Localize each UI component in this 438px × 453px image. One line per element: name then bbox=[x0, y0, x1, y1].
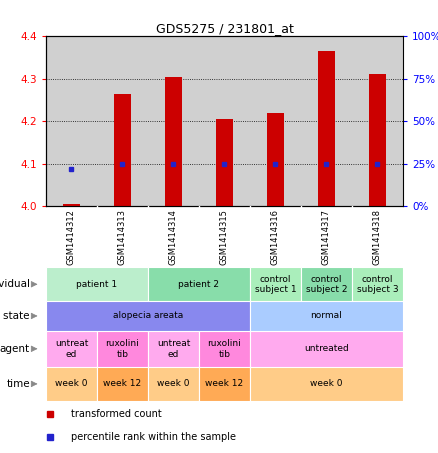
Text: patient 2: patient 2 bbox=[178, 280, 219, 289]
Text: GSM1414313: GSM1414313 bbox=[118, 209, 127, 265]
Bar bbox=[148, 331, 199, 367]
Text: ruxolini
tib: ruxolini tib bbox=[106, 339, 139, 358]
Text: individual: individual bbox=[0, 279, 30, 289]
Text: week 12: week 12 bbox=[103, 380, 141, 388]
Text: GSM1414318: GSM1414318 bbox=[373, 209, 382, 265]
Bar bbox=[267, 113, 284, 206]
Bar bbox=[63, 204, 81, 206]
Text: GSM1414317: GSM1414317 bbox=[322, 209, 331, 265]
Text: untreat
ed: untreat ed bbox=[157, 339, 190, 358]
Bar bbox=[352, 267, 403, 301]
Text: percentile rank within the sample: percentile rank within the sample bbox=[71, 432, 236, 442]
Bar bbox=[250, 301, 403, 331]
Text: transformed count: transformed count bbox=[71, 410, 162, 419]
Text: GSM1414316: GSM1414316 bbox=[271, 209, 280, 265]
Bar bbox=[113, 94, 131, 206]
Text: untreated: untreated bbox=[304, 344, 349, 353]
Bar bbox=[97, 367, 148, 401]
Bar bbox=[368, 74, 386, 206]
Bar bbox=[250, 267, 301, 301]
Bar bbox=[148, 367, 199, 401]
Text: GSM1414314: GSM1414314 bbox=[169, 209, 178, 265]
Bar bbox=[46, 367, 97, 401]
Text: GSM1414315: GSM1414315 bbox=[220, 209, 229, 265]
Bar bbox=[301, 267, 352, 301]
Text: normal: normal bbox=[311, 312, 343, 320]
Text: agent: agent bbox=[0, 344, 30, 354]
Text: time: time bbox=[6, 379, 30, 389]
Bar bbox=[97, 331, 148, 367]
Text: control
subject 2: control subject 2 bbox=[306, 275, 347, 294]
Bar bbox=[148, 267, 250, 301]
Title: GDS5275 / 231801_at: GDS5275 / 231801_at bbox=[155, 22, 293, 35]
Text: control
subject 3: control subject 3 bbox=[357, 275, 398, 294]
Text: ruxolini
tib: ruxolini tib bbox=[208, 339, 241, 358]
Text: patient 1: patient 1 bbox=[76, 280, 117, 289]
Text: week 0: week 0 bbox=[157, 380, 190, 388]
Bar bbox=[250, 367, 403, 401]
Bar bbox=[250, 331, 403, 367]
Text: week 0: week 0 bbox=[55, 380, 88, 388]
Bar bbox=[199, 331, 250, 367]
Bar bbox=[215, 119, 233, 206]
Text: week 0: week 0 bbox=[310, 380, 343, 388]
Bar bbox=[199, 367, 250, 401]
Text: alopecia areata: alopecia areata bbox=[113, 312, 183, 320]
Text: GSM1414312: GSM1414312 bbox=[67, 209, 76, 265]
Bar bbox=[46, 301, 250, 331]
Text: disease state: disease state bbox=[0, 311, 30, 321]
Text: control
subject 1: control subject 1 bbox=[254, 275, 296, 294]
Text: untreat
ed: untreat ed bbox=[55, 339, 88, 358]
Bar bbox=[165, 77, 182, 206]
Bar bbox=[46, 267, 148, 301]
Text: week 12: week 12 bbox=[205, 380, 244, 388]
Bar bbox=[46, 331, 97, 367]
Bar bbox=[318, 51, 336, 206]
